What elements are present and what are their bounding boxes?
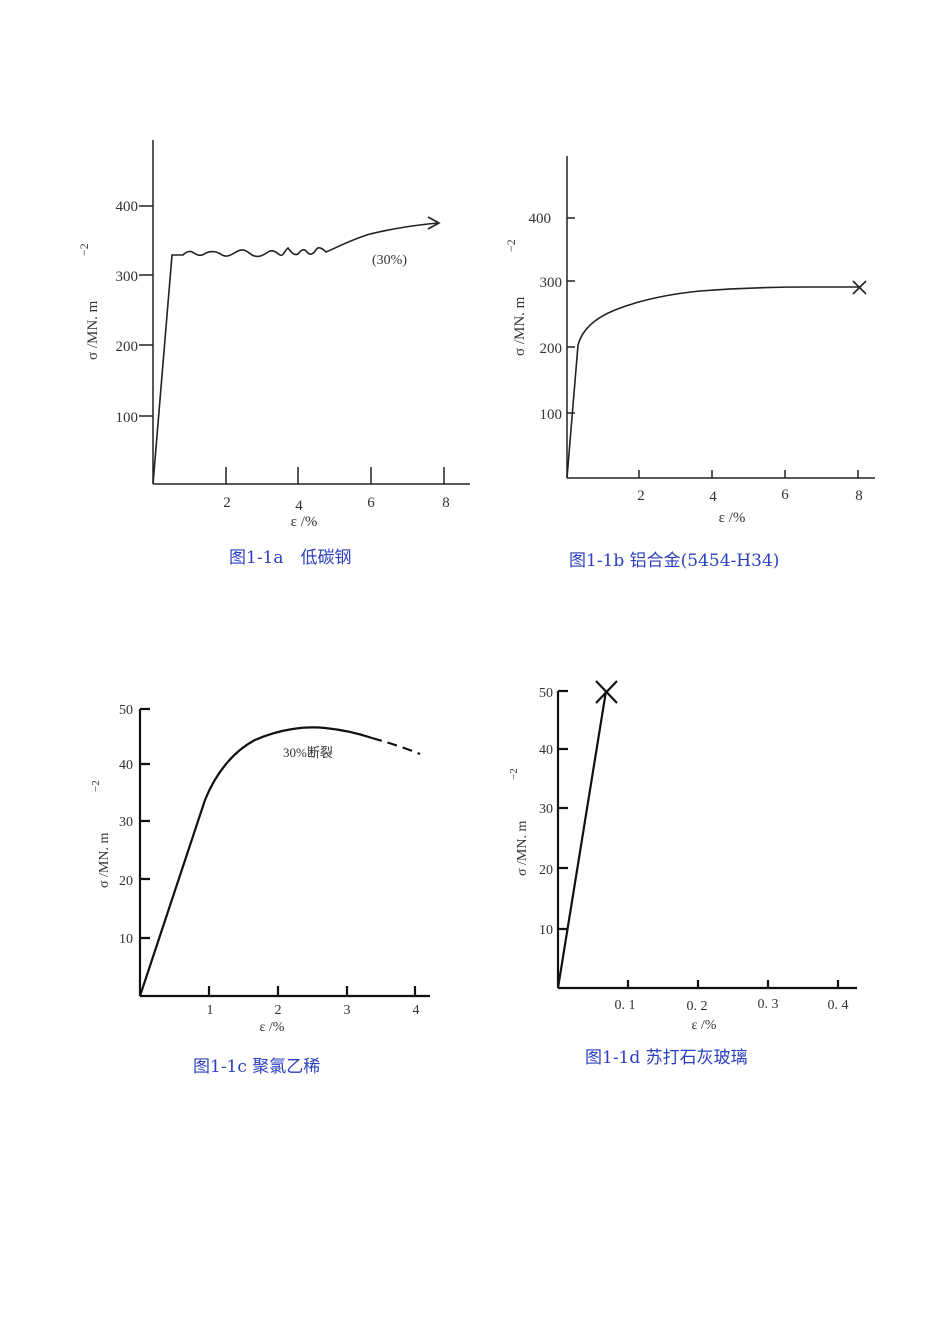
y-tick-label: 400 [116,199,139,215]
svg-text:σ /MN. m: σ /MN. m [85,300,101,360]
x-ticks: 2 4 6 8 [637,470,863,505]
y-tick-label: 20 [539,863,553,878]
annotation-30-percent: (30%) [372,253,407,268]
x-tick-label: 2 [637,488,645,504]
y-axis-label: σ /MN. m −2 [77,243,101,360]
y-ticks: 50 40 30 20 10 [119,703,150,947]
annotation-30-percent-fracture: 30%断裂 [283,745,333,760]
y-tick-label: 200 [116,339,139,355]
y-axis-label: σ /MN. m −2 [504,239,528,356]
y-tick-label: 300 [540,275,563,291]
figure-caption: 图1-1c 聚氯乙稀 [193,1057,320,1077]
y-tick-label: 30 [119,815,133,830]
y-axis-label: σ /MN. m −2 [90,780,112,888]
y-tick-label: 40 [119,758,133,773]
y-tick-label: 10 [119,932,133,947]
fracture-x-icon [595,680,618,704]
extrapolated-curve-dashed [371,736,421,756]
fracture-x-icon [852,280,867,295]
x-ticks: 0. 1 0. 2 0. 3 0. 4 [615,980,849,1014]
svg-text:σ /MN. m: σ /MN. m [97,833,112,888]
y-tick-label: 40 [539,743,553,758]
x-tick-label: 4 [295,498,303,514]
stress-strain-curve [556,690,608,989]
x-ticks: 2 4 6 8 [223,467,450,514]
svg-text:−2: −2 [504,239,518,252]
chart-1-1d: 50 40 30 20 10 0. 1 0. 2 0. 3 0. 4 ε /% … [508,680,857,1068]
y-axis-label: σ /MN. m −2 [508,768,530,876]
y-tick-label: 100 [116,410,139,426]
x-tick-label: 0. 4 [828,998,849,1013]
x-tick-label: 1 [207,1003,214,1018]
y-ticks: 400 300 200 100 [116,199,153,426]
y-ticks: 50 40 30 20 10 [539,686,568,938]
y-ticks: 400 300 200 100 [529,211,575,423]
x-tick-label: 0. 2 [687,999,708,1014]
y-tick-label: 30 [539,802,553,817]
stress-strain-curve [152,222,439,485]
y-tick-label: 10 [539,923,553,938]
x-axis-label: ε /% [719,510,746,526]
chart-1-1a: 400 300 200 100 2 4 6 8 ε /% σ /MN. m −2… [77,140,470,568]
y-tick-label: 20 [119,874,133,889]
x-tick-label: 0. 3 [758,997,779,1012]
chart-1-1c: 50 40 30 20 10 1 2 3 4 ε /% σ /MN. m −2 … [90,703,430,1077]
x-ticks: 1 2 3 4 [207,986,420,1018]
x-axis-label: ε /% [692,1018,717,1033]
x-axis-label: ε /% [291,514,318,530]
x-tick-label: 2 [275,1003,282,1018]
y-tick-label: 100 [540,407,563,423]
y-tick-label: 400 [529,211,552,227]
x-tick-label: 8 [855,488,863,504]
stress-strain-curve [566,286,860,479]
figure-caption: 图1-1d 苏打石灰玻璃 [585,1048,748,1068]
y-tick-label: 50 [119,703,133,718]
x-tick-label: 6 [367,495,375,511]
x-tick-label: 4 [709,489,717,505]
x-tick-label: 4 [413,1003,420,1018]
x-tick-label: 3 [344,1003,351,1018]
figure-caption: 图1-1a 低碳钢 [229,548,352,568]
arrow-head-icon [427,216,441,230]
chart-1-1b: 400 300 200 100 2 4 6 8 ε /% σ /MN. m −2… [504,156,875,571]
x-tick-label: 2 [223,495,231,511]
figure-caption: 图1-1b 铝合金(5454-H34) [569,551,779,571]
x-tick-label: 0. 1 [615,998,636,1013]
y-tick-label: 50 [539,686,553,701]
svg-text:−2: −2 [90,780,102,792]
svg-text:−2: −2 [77,243,91,256]
x-tick-label: 6 [781,487,789,503]
svg-text:σ /MN. m: σ /MN. m [515,821,530,876]
svg-text:−2: −2 [508,768,520,780]
x-axis-label: ε /% [260,1020,285,1035]
y-tick-label: 200 [540,341,563,357]
x-tick-label: 8 [442,495,450,511]
svg-text:σ /MN. m: σ /MN. m [512,296,528,356]
stress-strain-curve [138,726,373,997]
y-tick-label: 300 [116,269,139,285]
